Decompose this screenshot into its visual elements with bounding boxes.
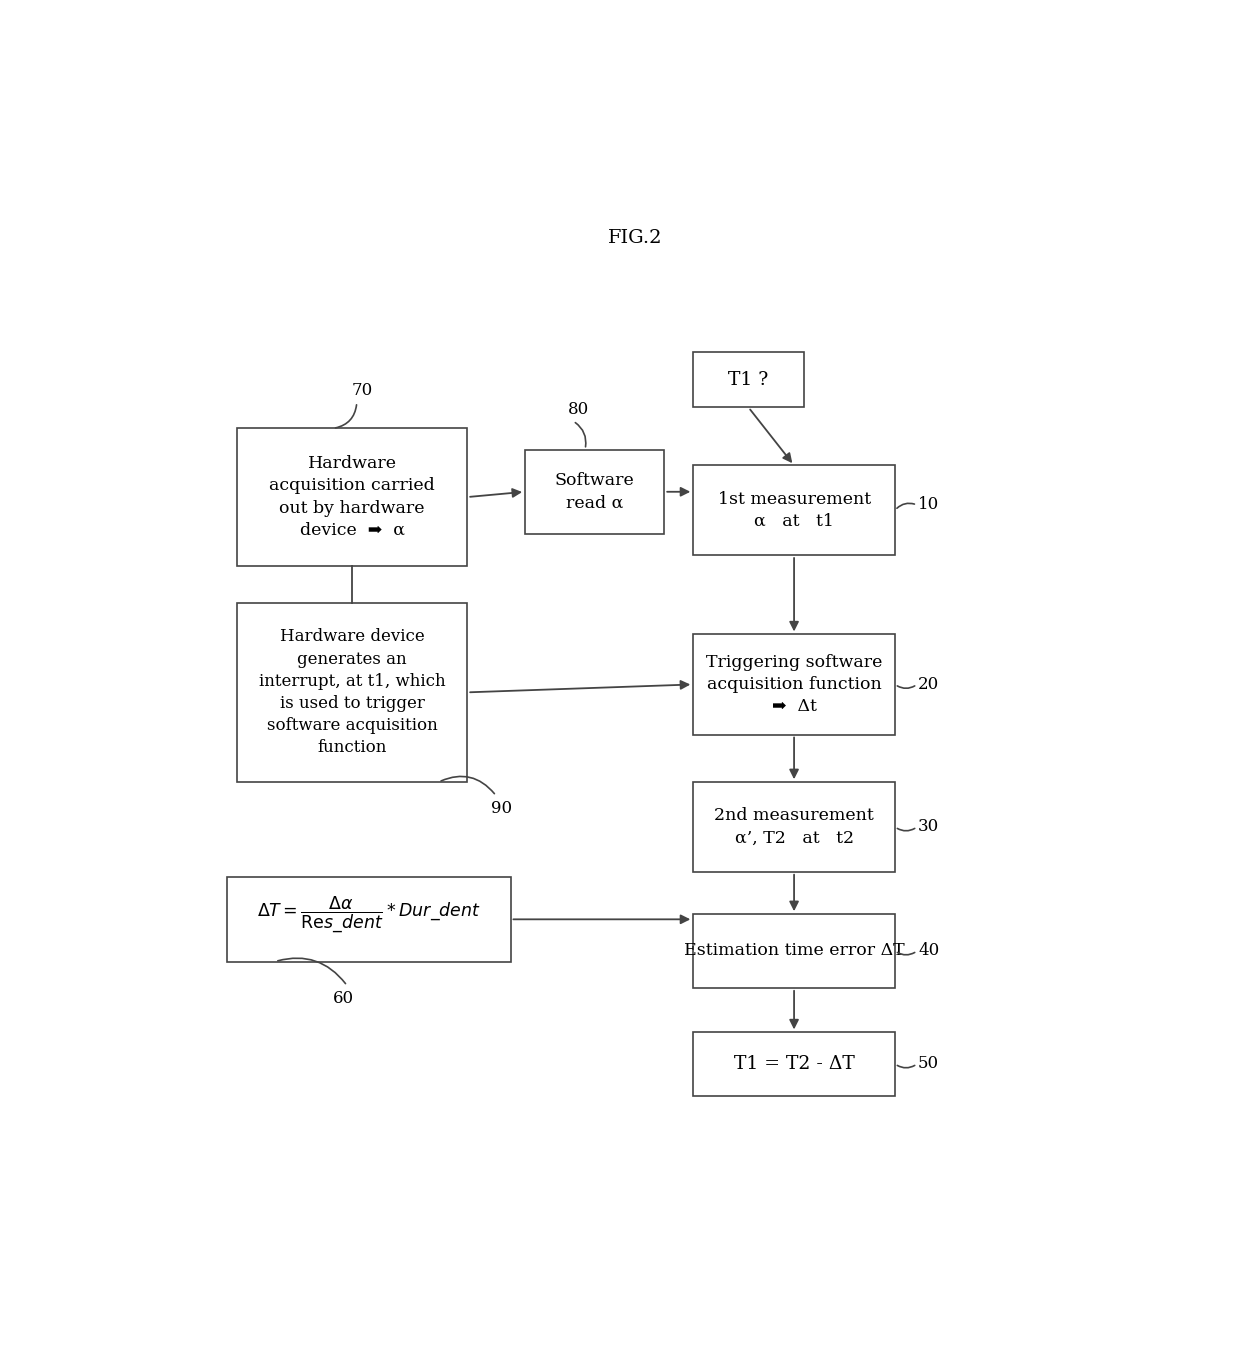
Text: 1st measurement
α   at   t1: 1st measurement α at t1 — [718, 491, 870, 529]
Text: 60: 60 — [332, 990, 353, 1008]
Text: 30: 30 — [918, 818, 939, 835]
Bar — [693, 1032, 895, 1095]
Text: Estimation time error ΔT: Estimation time error ΔT — [683, 942, 904, 960]
Text: 50: 50 — [918, 1056, 939, 1072]
Bar — [227, 877, 511, 961]
Text: Software
read α: Software read α — [554, 472, 635, 511]
Text: FIG.2: FIG.2 — [609, 229, 662, 247]
Text: 2nd measurement
α’, T2   at   t2: 2nd measurement α’, T2 at t2 — [714, 808, 874, 846]
Bar — [237, 603, 467, 781]
Bar — [693, 465, 895, 555]
Text: 40: 40 — [918, 942, 939, 960]
Text: Hardware
acquisition carried
out by hardware
device  ➡  α: Hardware acquisition carried out by hard… — [269, 455, 435, 539]
Text: 80: 80 — [568, 400, 589, 418]
Text: 10: 10 — [918, 496, 939, 514]
Bar — [237, 428, 467, 566]
Text: 70: 70 — [352, 383, 373, 399]
Text: Hardware device
generates an
interrupt, at t1, which
is used to trigger
software: Hardware device generates an interrupt, … — [259, 628, 445, 757]
Text: Triggering software
acquisition function
➡  Δt: Triggering software acquisition function… — [706, 654, 882, 716]
Bar — [525, 450, 665, 533]
Bar — [693, 914, 895, 988]
Text: T1 ?: T1 ? — [728, 372, 769, 389]
Bar — [693, 635, 895, 735]
Text: 90: 90 — [491, 801, 512, 817]
Bar — [693, 352, 804, 407]
Text: 20: 20 — [918, 676, 939, 692]
Text: $\Delta T = \dfrac{\Delta\alpha}{\mathrm{Re}s\_dent}*Dur\_dent$: $\Delta T = \dfrac{\Delta\alpha}{\mathrm… — [257, 894, 481, 934]
Bar — [693, 781, 895, 872]
Text: T1 = T2 - ΔT: T1 = T2 - ΔT — [734, 1054, 854, 1073]
